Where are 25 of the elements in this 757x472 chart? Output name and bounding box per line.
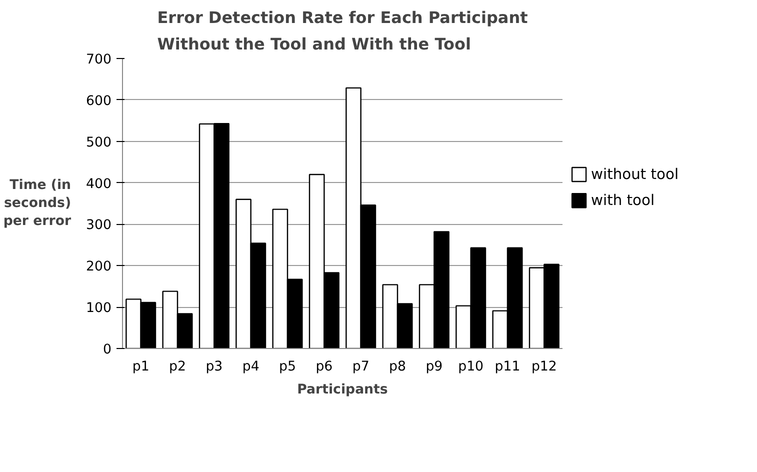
y-tick-label: 700 — [86, 52, 112, 68]
y-tick-label: 300 — [86, 218, 112, 234]
x-tick-label: p3 — [206, 360, 223, 374]
chart-title: Error Detection Rate for Each Participant Without the Tool and With the Tool — [157, 8, 528, 54]
y-axis-title: Time (in seconds) per error — [3, 178, 72, 229]
x-tick-label: p8 — [389, 360, 406, 374]
legend-label: with tool — [591, 192, 655, 210]
x-tick-label: p6 — [316, 360, 333, 374]
y-tick-label: 200 — [86, 260, 112, 275]
x-tick-label: p4 — [242, 360, 260, 374]
y-tick-label: 0 — [103, 342, 112, 358]
x-tick-label: p11 — [494, 360, 520, 374]
x-tick-label: p5 — [279, 360, 296, 374]
legend-label: without tool — [591, 166, 679, 183]
y-tick-label: 400 — [86, 176, 112, 192]
x-tick-label: p2 — [169, 360, 186, 374]
x-axis-title: Participants — [297, 382, 388, 398]
y-tick-label: 500 — [86, 135, 112, 150]
x-tick-label: p9 — [426, 360, 443, 374]
y-tick-label: 600 — [86, 94, 112, 109]
x-tick-label: p1 — [132, 360, 150, 374]
x-tick-label: p7 — [352, 360, 370, 374]
y-tick-label: 100 — [86, 301, 112, 316]
x-tick-label: p12 — [531, 360, 557, 374]
x-tick-label: p10 — [458, 360, 484, 374]
